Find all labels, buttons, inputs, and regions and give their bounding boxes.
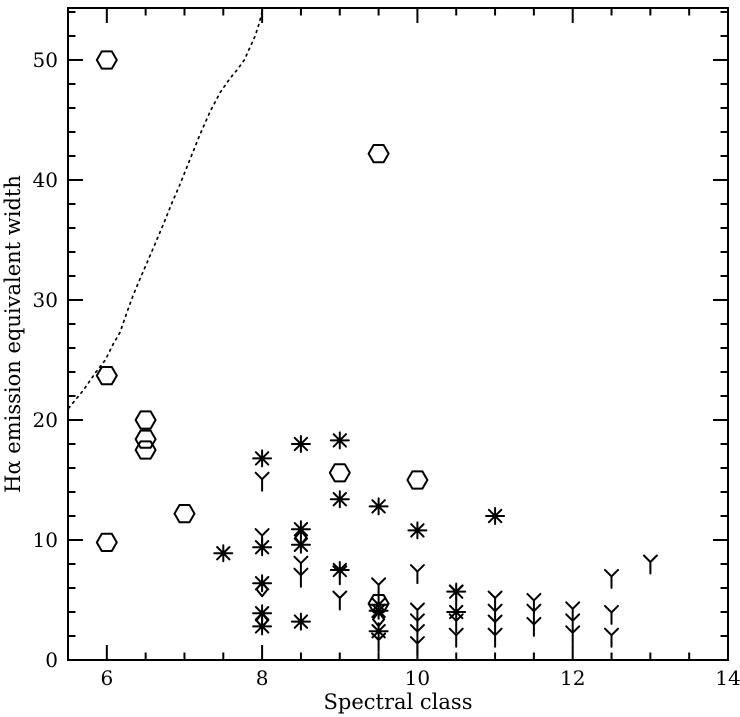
- plot-frame: [67, 7, 729, 661]
- data-point-y-down: [526, 592, 542, 613]
- y-tick-label: 50: [33, 48, 58, 72]
- data-point-y-down: [254, 528, 270, 549]
- data-point-asterisk: [329, 431, 350, 450]
- data-point-y-down: [409, 624, 425, 645]
- data-point-asterisk: [290, 435, 311, 453]
- open-hexagon-points: [95, 50, 429, 614]
- data-point-y-down: [604, 604, 619, 625]
- data-point-open-diamond: [294, 529, 308, 546]
- dotted-curve: [68, 8, 264, 409]
- open-diamond-points: [255, 529, 386, 629]
- data-point-y-down: [487, 627, 503, 648]
- data-point-y-down: [293, 567, 309, 588]
- data-point-open-hexagon: [367, 144, 390, 164]
- y-tick-label: 30: [33, 288, 58, 312]
- data-point-asterisk: [290, 520, 311, 539]
- y-tick-label: 20: [33, 408, 58, 432]
- y-tick-label: 40: [33, 168, 58, 192]
- x-axis-title: Spectral class: [324, 690, 473, 714]
- data-point-open-hexagon: [134, 440, 157, 460]
- tick-labels-layer: 6 8 10 12 14 0 10 20 30 40 50: [33, 48, 740, 690]
- data-points-layer: [95, 50, 658, 657]
- data-point-open-diamond: [372, 611, 386, 628]
- data-point-y-down: [487, 614, 503, 635]
- data-point-open-hexagon: [367, 593, 390, 614]
- axes-layer: [67, 7, 729, 661]
- x-tick-label: 10: [405, 666, 430, 690]
- data-point-y-down: [448, 627, 464, 648]
- data-point-asterisk: [368, 497, 389, 516]
- data-point-y-down: [604, 568, 619, 589]
- data-point-y-down: [332, 565, 348, 586]
- data-point-y-down: [526, 616, 542, 637]
- y-tick-label: 0: [45, 648, 58, 672]
- data-point-asterisk: [290, 612, 311, 631]
- data-point-asterisk: [368, 601, 389, 620]
- data-point-asterisk: [329, 561, 350, 579]
- data-point-open-diamond: [255, 581, 269, 598]
- data-point-y-down: [409, 564, 425, 585]
- asterisk-points: [213, 431, 506, 641]
- data-point-y-down: [332, 590, 348, 611]
- data-point-open-hexagon: [173, 503, 196, 524]
- data-point-asterisk: [252, 449, 273, 468]
- data-point-asterisk: [213, 544, 234, 563]
- upper-limit-points: [254, 471, 658, 657]
- data-point-open-hexagon: [406, 470, 429, 490]
- data-point-y-down: [371, 632, 387, 653]
- data-point-open-hexagon: [134, 410, 157, 430]
- data-point-asterisk: [485, 507, 506, 525]
- data-point-open-hexagon: [328, 463, 351, 483]
- data-point-y-down: [487, 590, 503, 611]
- data-point-asterisk: [407, 521, 428, 540]
- x-tick-label: 8: [256, 666, 269, 690]
- data-point-open-hexagon: [95, 366, 118, 386]
- x-tick-label: 6: [100, 666, 113, 690]
- y-axis-title: Hα emission equivalent width: [1, 175, 25, 493]
- data-point-y-down: [448, 613, 464, 634]
- data-point-open-hexagon: [134, 429, 157, 449]
- data-point-open-hexagon: [95, 532, 118, 553]
- data-point-open-diamond: [255, 612, 269, 629]
- data-point-y-down: [565, 613, 581, 634]
- data-point-asterisk: [329, 490, 350, 509]
- data-point-y-down: [409, 602, 425, 623]
- data-point-asterisk: [446, 603, 467, 621]
- y-tick-label: 10: [33, 528, 58, 552]
- data-point-y-down: [293, 555, 309, 576]
- dotted-curve-layer: [68, 8, 264, 409]
- data-point-y-down: [642, 554, 658, 575]
- data-point-open-hexagon: [95, 50, 118, 70]
- x-tick-label: 14: [715, 666, 740, 690]
- data-point-y-down: [448, 584, 464, 605]
- data-point-y-down: [565, 625, 581, 646]
- data-point-asterisk: [368, 622, 389, 641]
- data-point-y-down: [371, 577, 387, 598]
- data-point-y-down: [526, 603, 542, 624]
- x-tick-label: 12: [560, 666, 585, 690]
- data-point-y-down: [604, 627, 619, 648]
- data-point-y-down: [565, 601, 581, 622]
- data-point-y-down: [254, 471, 270, 492]
